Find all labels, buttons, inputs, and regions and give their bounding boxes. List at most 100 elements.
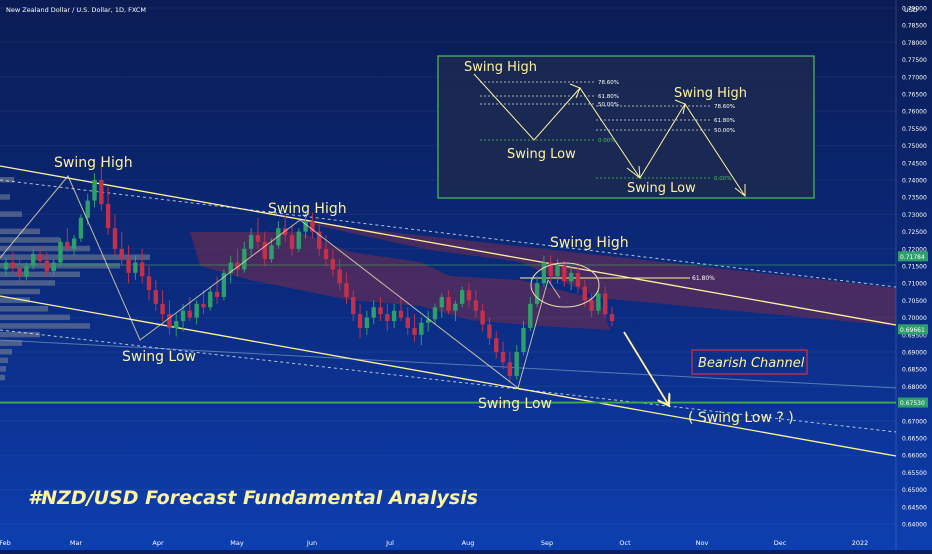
candle-body xyxy=(139,262,145,277)
candle-body xyxy=(487,324,492,339)
candle-body xyxy=(160,303,165,315)
candle-body xyxy=(596,293,601,311)
candle-body xyxy=(303,221,308,232)
candle-body xyxy=(248,235,254,249)
swing-high-label: Swing High xyxy=(268,201,347,217)
candle-body xyxy=(31,253,36,266)
candle-body xyxy=(255,235,261,242)
price-axis: 0.64000 0.64500 0.65000 0.65500 0.66000 0.665… xyxy=(895,0,928,550)
candle-body xyxy=(133,262,138,273)
candlestick-series xyxy=(3,162,615,383)
inset-swing-low-label: Swing Low xyxy=(627,181,696,196)
ichimoku-cloud xyxy=(190,222,896,330)
candle-body xyxy=(548,262,553,277)
month-label: Feb xyxy=(0,539,11,547)
candle-body xyxy=(242,248,247,270)
month-label: Dec xyxy=(774,539,787,547)
price-tick-label: 0.66000 xyxy=(902,453,927,460)
price-tick-label: 0.68000 xyxy=(902,384,927,391)
inset-arrow-up-2 xyxy=(674,99,686,115)
candle-body xyxy=(201,303,206,308)
price-tick-label: 0.77500 xyxy=(902,57,927,64)
candle-body xyxy=(194,303,199,318)
month-label: 2022 xyxy=(852,539,869,547)
price-tick-label: 0.76500 xyxy=(902,92,927,99)
month-label: Aug xyxy=(462,539,475,547)
month-label: Sep xyxy=(541,539,553,547)
volume-bar xyxy=(0,288,40,295)
volume-bar xyxy=(0,366,6,372)
price-tick-label: 0.73000 xyxy=(902,212,927,219)
swing-high-label: Swing High xyxy=(550,235,629,251)
inset-fib-label: 0.00% xyxy=(598,138,615,144)
channel-fill xyxy=(300,222,896,326)
candle-body xyxy=(180,310,186,322)
candle-body xyxy=(453,303,458,311)
candle-body xyxy=(3,262,9,270)
volume-bar xyxy=(0,194,10,200)
volume-bar xyxy=(0,237,60,243)
candle-body xyxy=(466,290,472,301)
candle-body xyxy=(310,221,315,232)
swing-low-label: Swing Low xyxy=(122,349,196,365)
price-tick-label: 0.77000 xyxy=(902,74,927,81)
inset-fib-label: 61.80% xyxy=(598,94,619,100)
candle-body xyxy=(228,262,233,273)
candle-body xyxy=(167,314,172,328)
inset-swing-high-label: Swing High xyxy=(674,86,747,101)
candle-body xyxy=(568,272,574,282)
chart-title: #NZD/USD Forecast Fundamental Analysis xyxy=(28,487,478,509)
month-label: Nov xyxy=(696,539,709,547)
inset-zigzag xyxy=(473,73,746,197)
symbol-header: New Zealand Dollar / U.S. Dollar, 1D, FX… xyxy=(6,6,146,14)
candle-body xyxy=(269,245,274,260)
candle-body xyxy=(439,296,444,308)
price-tick-label: 0.79000 xyxy=(902,6,927,13)
price-tick-label: 0.75500 xyxy=(902,126,927,133)
candle-body xyxy=(521,327,526,352)
candle-body xyxy=(602,293,608,315)
price-tick-label: 0.73500 xyxy=(902,195,927,202)
candle-body xyxy=(174,321,179,328)
candle-body xyxy=(344,283,349,297)
candle-body xyxy=(71,238,77,249)
candle-body xyxy=(371,307,376,318)
price-tick-label: 0.69000 xyxy=(902,350,927,357)
price-tick-label: 0.66500 xyxy=(902,436,927,443)
fib-inset: 78.60% 61.80% 50.00% 0.00% 78.60% 61.80% 50.00… xyxy=(437,55,815,199)
volume-bar xyxy=(0,254,150,260)
price-tick-label: 0.64500 xyxy=(902,504,927,511)
candle-body xyxy=(92,180,97,201)
month-label: May xyxy=(230,539,244,547)
bearish-channel-lines: 61.80% xyxy=(0,165,897,457)
candle-body xyxy=(391,310,397,322)
candle-body xyxy=(364,317,370,328)
inset-fib-label: 50.00% xyxy=(714,128,735,134)
volume-bar xyxy=(0,228,40,235)
volume-bar xyxy=(0,349,12,355)
price-tick-label: 0.65500 xyxy=(902,470,927,477)
price-tick-label: 0.72500 xyxy=(902,229,927,236)
inset-fib-label: 78.60% xyxy=(714,104,735,110)
swing-path xyxy=(0,175,561,389)
candle-body xyxy=(330,259,336,270)
inset-swing-low-label: Swing Low xyxy=(507,147,576,162)
swing-labels: Swing High Swing High Swing High Swing Low S… xyxy=(54,155,808,426)
candle-body xyxy=(473,300,479,311)
candle-body xyxy=(112,228,118,249)
candle-body xyxy=(562,266,567,282)
price-tag xyxy=(898,251,928,262)
price-tag-label: 0.69661 xyxy=(900,327,925,334)
candle-body xyxy=(187,310,193,318)
projection-arrow xyxy=(623,331,668,404)
price-tick-label: 0.75000 xyxy=(902,143,927,150)
price-tick-label: 0.68500 xyxy=(902,367,927,374)
inset-fib-label: 78.60% xyxy=(598,80,619,86)
volume-bar xyxy=(0,331,40,338)
price-tick-label: 0.64000 xyxy=(902,522,927,529)
channel-lower xyxy=(0,295,897,457)
inset-fib-label: 50.00% xyxy=(598,102,619,108)
inset-swing-high-label: Swing High xyxy=(464,60,537,75)
